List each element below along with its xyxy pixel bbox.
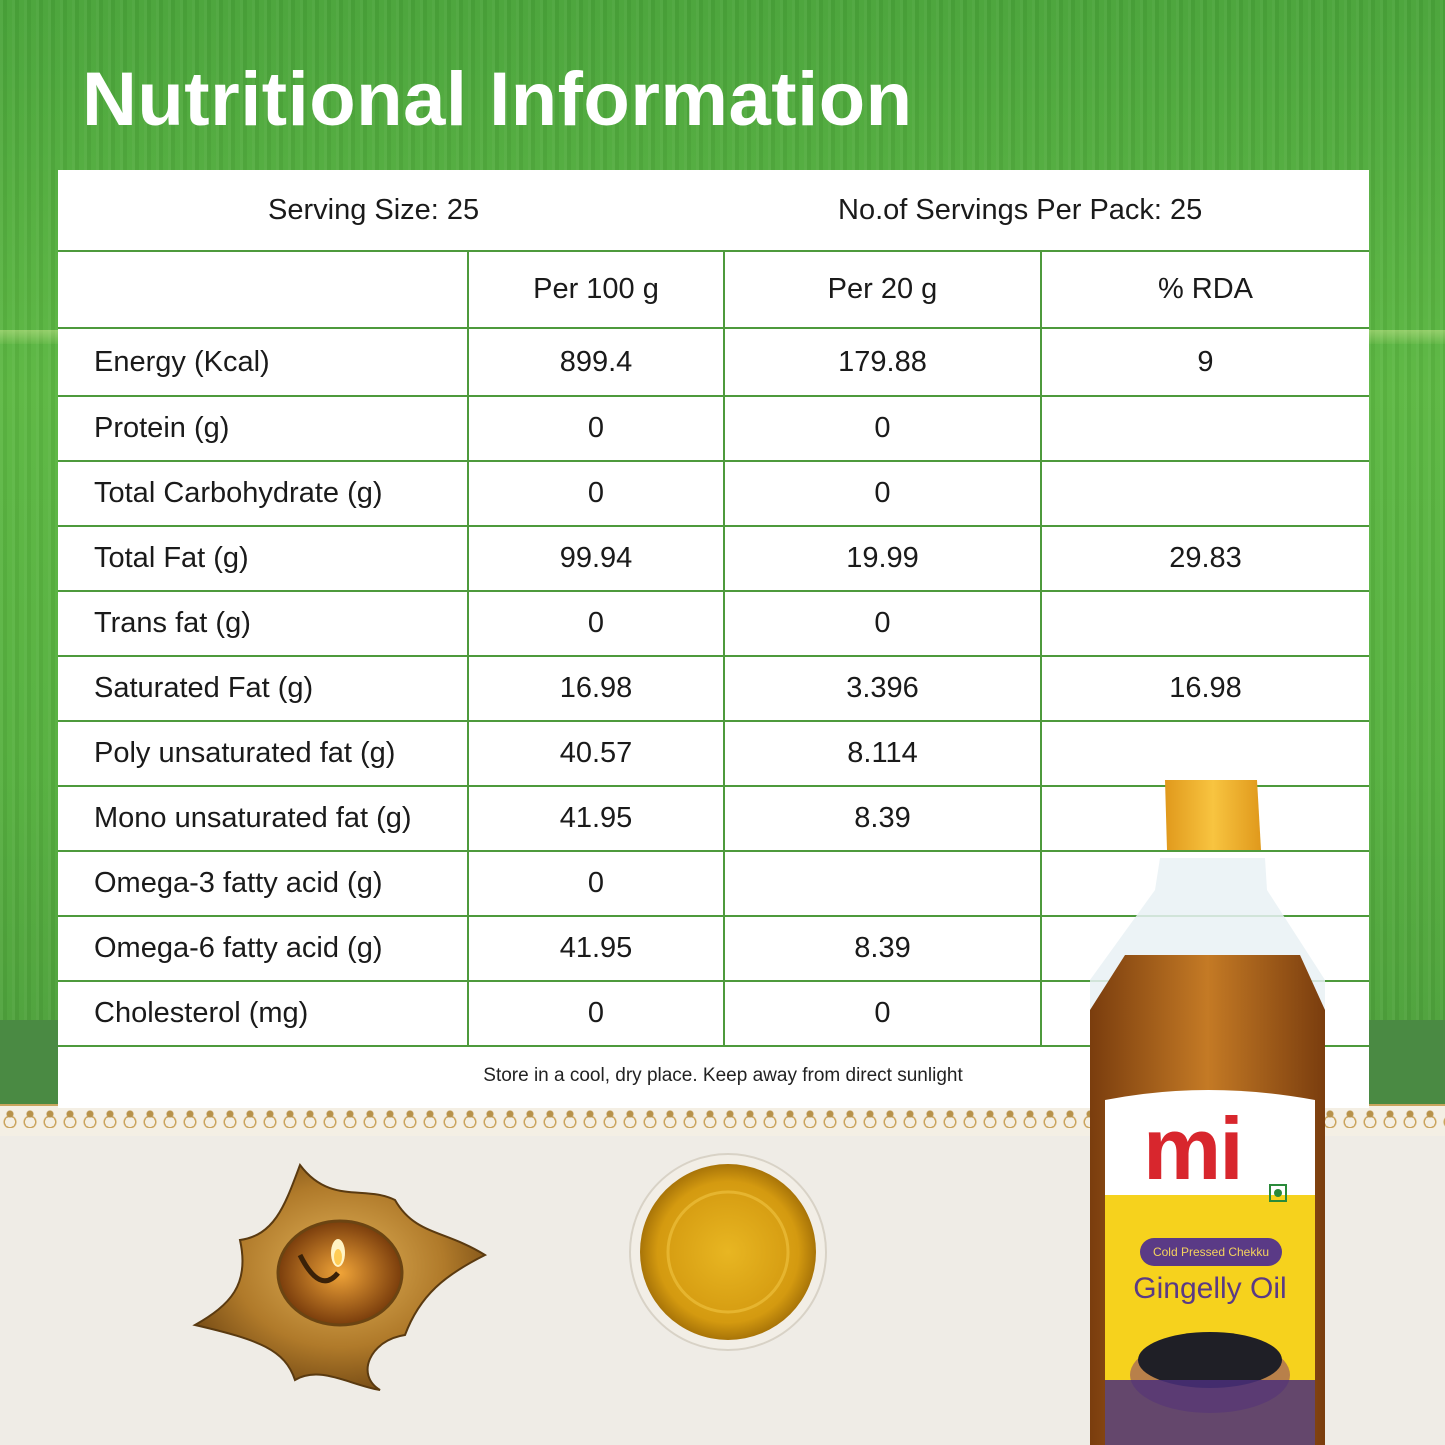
product-tagline-badge: Cold Pressed Chekku — [1140, 1238, 1282, 1266]
per-100g-value: 41.95 — [467, 786, 724, 852]
per-20g-value: 0 — [723, 591, 1041, 657]
table-row: Saturated Fat (g) 16.98 3.396 16.98 — [58, 656, 1369, 722]
per-20g-value: 0 — [723, 981, 1041, 1047]
table-row: Poly unsaturated fat (g) 40.57 8.114 — [58, 721, 1369, 787]
row-label: Protein (g) — [58, 396, 468, 462]
serving-size: Serving Size: 25 — [268, 194, 480, 226]
column-header-per-100g: Per 100 g — [467, 251, 724, 329]
oil-bottle-image — [1090, 780, 1325, 1445]
diya-lamp-image — [192, 1162, 488, 1391]
per-100g-value: 0 — [467, 591, 724, 657]
row-label: Energy (Kcal) — [58, 328, 468, 397]
page-title: Nutritional Information — [82, 57, 913, 142]
row-label: Cholesterol (mg) — [58, 981, 468, 1047]
row-label: Poly unsaturated fat (g) — [58, 721, 468, 787]
servings-per-pack: No.of Servings Per Pack: 25 — [838, 194, 1203, 226]
oil-bowl-image — [629, 1153, 827, 1351]
column-header-nutrient — [58, 251, 468, 329]
per-20g-value: 3.396 — [723, 656, 1041, 722]
brand-logo: mi — [1143, 1099, 1244, 1198]
table-row: Trans fat (g) 0 0 — [58, 591, 1369, 657]
per-20g-value: 179.88 — [723, 328, 1041, 397]
row-label: Omega-6 fatty acid (g) — [58, 916, 468, 982]
row-label: Total Fat (g) — [58, 526, 468, 592]
row-label: Mono unsaturated fat (g) — [58, 786, 468, 852]
table-header-row: Per 100 g Per 20 g % RDA — [58, 251, 1369, 329]
per-100g-value: 99.94 — [467, 526, 724, 592]
row-label: Saturated Fat (g) — [58, 656, 468, 722]
per-100g-value: 0 — [467, 396, 724, 462]
table-row: Total Fat (g) 99.94 19.99 29.83 — [58, 526, 1369, 592]
rda-value: 29.83 — [1040, 526, 1369, 592]
rda-value: 9 — [1040, 328, 1369, 397]
row-label: Omega-3 fatty acid (g) — [58, 851, 468, 917]
per-20g-value: 8.114 — [723, 721, 1041, 787]
per-100g-value: 16.98 — [467, 656, 724, 722]
per-20g-value: 8.39 — [723, 916, 1041, 982]
row-label: Trans fat (g) — [58, 591, 468, 657]
rda-value: 16.98 — [1040, 656, 1369, 722]
per-20g-value: 0 — [723, 396, 1041, 462]
per-100g-value: 40.57 — [467, 721, 724, 787]
per-100g-value: 0 — [467, 981, 724, 1047]
rda-value — [1040, 396, 1369, 462]
per-20g-value: 8.39 — [723, 786, 1041, 852]
per-100g-value: 899.4 — [467, 328, 724, 397]
per-100g-value: 0 — [467, 851, 724, 917]
rda-value — [1040, 591, 1369, 657]
column-header-per-20g: Per 20 g — [723, 251, 1041, 329]
per-100g-value: 0 — [467, 461, 724, 527]
product-name: Gingelly Oil — [1133, 1272, 1287, 1305]
per-100g-value: 41.95 — [467, 916, 724, 982]
row-label: Total Carbohydrate (g) — [58, 461, 468, 527]
column-header-rda: % RDA — [1040, 251, 1369, 329]
storage-note: Store in a cool, dry place. Keep away fr… — [483, 1065, 963, 1086]
table-row: Energy (Kcal) 899.4 179.88 9 — [58, 328, 1369, 397]
rda-value — [1040, 721, 1369, 787]
rda-value — [1040, 461, 1369, 527]
table-row: Protein (g) 0 0 — [58, 396, 1369, 462]
serving-row: Serving Size: 25 No.of Servings Per Pack… — [58, 170, 1369, 252]
per-20g-value: 19.99 — [723, 526, 1041, 592]
per-20g-value — [723, 851, 1041, 917]
table-row: Total Carbohydrate (g) 0 0 — [58, 461, 1369, 527]
per-20g-value: 0 — [723, 461, 1041, 527]
